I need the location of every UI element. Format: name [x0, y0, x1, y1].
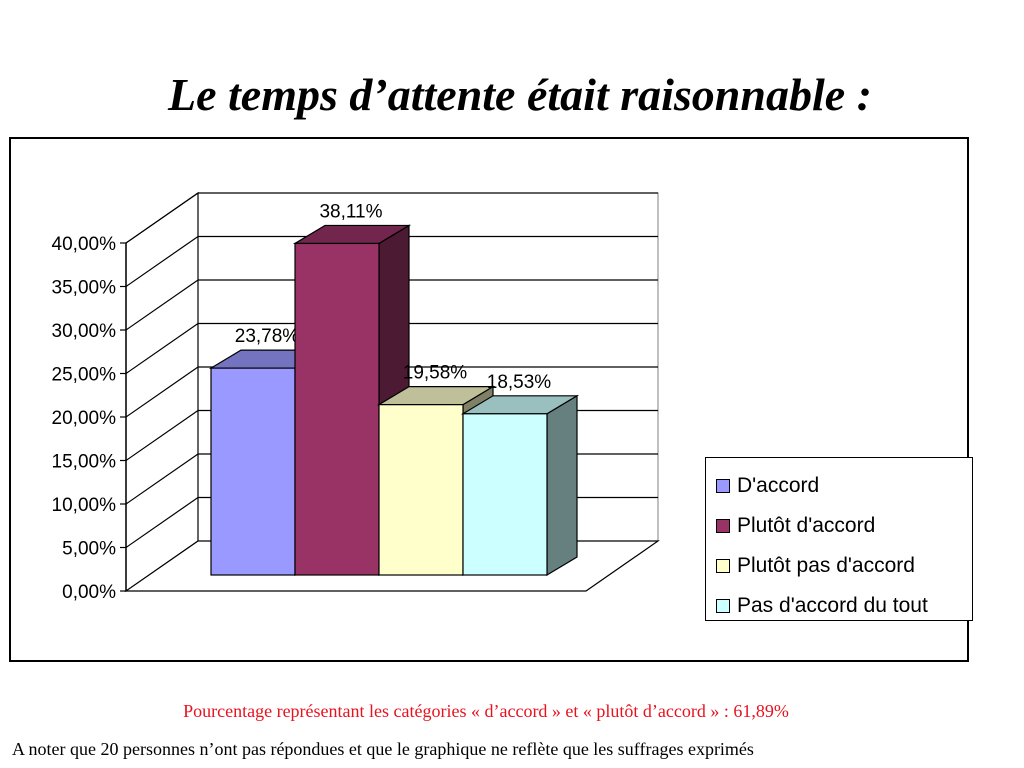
- summary-note: Pourcentage représentant les catégories …: [183, 701, 789, 721]
- footnote: A noter que 20 personnes n’ont pas répon…: [12, 739, 754, 759]
- legend-swatch: [716, 599, 730, 613]
- y-tick-label: 5,00%: [62, 539, 116, 560]
- y-tick-label: 30,00%: [52, 321, 117, 342]
- bar-3: [378, 404, 464, 576]
- y-tick-label: 20,00%: [52, 408, 117, 429]
- bar-1: [210, 367, 296, 576]
- data-label: 18,53%: [487, 372, 552, 393]
- legend-swatch: [716, 479, 730, 493]
- legend-swatch: [716, 559, 730, 573]
- y-tick-label: 25,00%: [52, 365, 117, 386]
- legend-label: Pas d'accord du tout: [737, 594, 928, 617]
- chart-legend: D'accord Plutôt d'accord Plutôt pas d'ac…: [705, 457, 973, 621]
- slide-title: Le temps d’attente était raisonnable :: [168, 69, 872, 120]
- data-label: 23,78%: [235, 326, 300, 347]
- y-tick-label: 40,00%: [52, 234, 117, 255]
- gridline-side: [125, 410, 199, 461]
- gridline-side: [125, 192, 199, 244]
- gridline-side: [125, 366, 199, 418]
- gridline-side: [125, 497, 199, 548]
- data-label: 19,58%: [403, 363, 468, 384]
- bar-4: [462, 413, 548, 576]
- data-label: 38,11%: [319, 201, 382, 222]
- bar-2: [294, 242, 380, 576]
- bar-side: [546, 394, 578, 577]
- legend-label: Plutôt pas d'accord: [737, 554, 915, 577]
- y-tick-label: 10,00%: [52, 495, 117, 516]
- bar-chart: 0,00% 5,00% 10,00% 15,00% 20,00% 25,00% 30,00%…: [52, 191, 660, 603]
- gridline-side: [125, 236, 199, 287]
- gridline-side: [125, 323, 199, 374]
- y-tick-label: 0,00%: [62, 582, 116, 603]
- y-tick-label: 15,00%: [52, 452, 117, 473]
- chart-frame: 0,00% 5,00% 10,00% 15,00% 20,00% 25,00% 30,00%…: [9, 137, 973, 662]
- legend-label: Plutôt d'accord: [737, 514, 876, 537]
- legend-item: D'accord: [706, 466, 972, 506]
- legend-label: D'accord: [737, 474, 820, 497]
- legend-item: Pas d'accord du tout: [706, 586, 972, 626]
- y-tick-label: 35,00%: [52, 278, 117, 299]
- legend-swatch: [716, 519, 730, 533]
- legend-item: Plutôt pas d'accord: [706, 546, 972, 586]
- legend-item: Plutôt d'accord: [706, 506, 972, 546]
- gridline-side: [125, 453, 199, 505]
- gridline-side: [125, 279, 199, 331]
